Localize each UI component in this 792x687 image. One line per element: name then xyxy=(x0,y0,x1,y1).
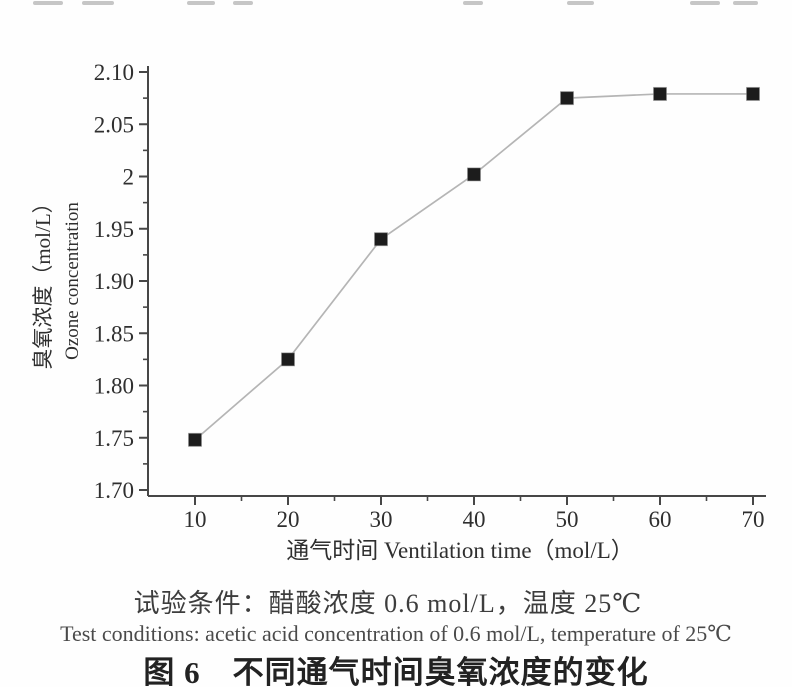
ozone-concentration-line-chart: 10 20 30 40 50 60 70 2.10 2.05 2 1.95 1.90 1.85 1.80 1… xyxy=(31,60,766,563)
y-tick-label: 1.90 xyxy=(94,269,134,294)
y-axis-title-zh: 臭氧浓度（mol/L） xyxy=(31,192,55,369)
data-point-marker xyxy=(746,86,760,101)
y-tick-label: 1.95 xyxy=(94,217,134,242)
x-axis-title: 通气时间 Ventilation time（mol/L） xyxy=(286,538,634,563)
y-axis-title-en: Ozone concentration xyxy=(62,202,83,360)
data-point-marker xyxy=(653,86,667,101)
x-tick-label: 60 xyxy=(649,507,672,532)
data-point-marker xyxy=(374,232,388,247)
x-tick-label: 20 xyxy=(277,507,300,532)
y-tick-label: 1.75 xyxy=(94,426,134,451)
scan-noise-fragments xyxy=(0,0,792,8)
data-line xyxy=(194,93,753,441)
data-point-marker xyxy=(467,167,481,182)
data-point-marker xyxy=(188,432,202,447)
y-tick-label: 2.10 xyxy=(94,60,134,85)
y-tick-label: 2.05 xyxy=(94,112,134,137)
y-tick-label: 1.80 xyxy=(94,374,134,399)
figure-caption-title: 图 6 不同通气时间臭氧浓度的变化 xyxy=(143,655,649,687)
data-point-marker xyxy=(281,352,295,367)
test-conditions-zh: 试验条件：醋酸浓度 0.6 mol/L，温度 25℃ xyxy=(133,589,643,618)
x-tick-label: 10 xyxy=(184,507,207,532)
data-point-marker xyxy=(560,91,574,106)
test-conditions-en: Test conditions: acetic acid concentrati… xyxy=(60,621,732,646)
x-tick-label: 30 xyxy=(370,507,393,532)
x-tick-label: 40 xyxy=(463,507,486,532)
x-tick-label: 70 xyxy=(742,507,765,532)
y-tick-label: 1.70 xyxy=(94,478,134,503)
x-tick-label: 50 xyxy=(556,507,579,532)
y-tick-label: 1.85 xyxy=(94,321,134,346)
y-tick-label: 2 xyxy=(123,165,135,190)
